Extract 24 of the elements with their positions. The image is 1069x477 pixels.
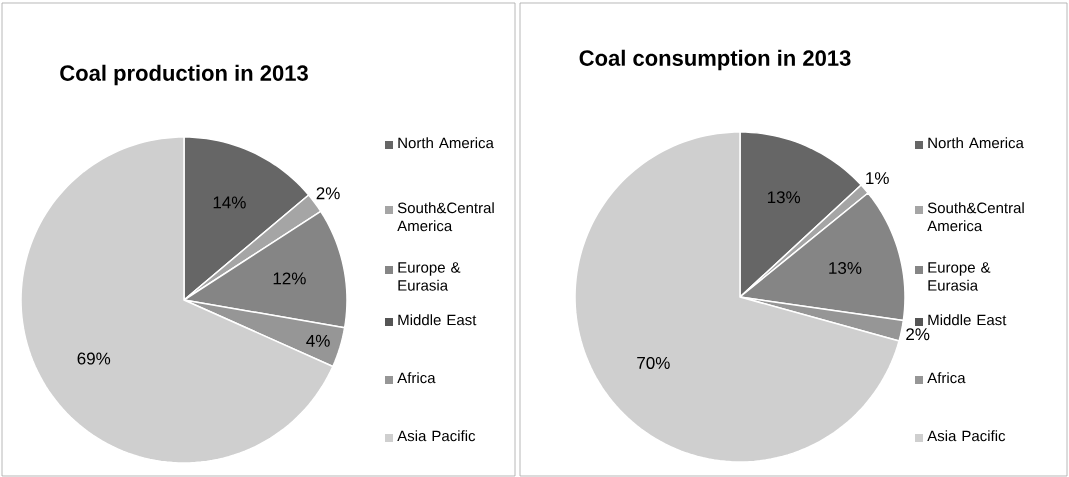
data-label: 2% — [906, 328, 930, 341]
legend-label: Europe & Eurasia — [928, 262, 991, 291]
chart-title: Coal consumption in 2013 — [579, 49, 851, 71]
legend-label: South&Central America — [927, 202, 1024, 232]
data-label: 4% — [306, 334, 330, 347]
legend-label: South&Central America — [397, 202, 494, 232]
data-label: 14% — [213, 196, 246, 209]
chart-title: Coal production in 2013 — [60, 64, 308, 86]
data-label: 13% — [767, 191, 801, 204]
data-label: 2% — [316, 187, 340, 200]
legend-label: Asia Pacific — [927, 430, 1006, 442]
data-label: 69% — [77, 352, 111, 365]
legend-label: Middle East — [398, 314, 477, 326]
legend-label: North America — [928, 137, 1024, 149]
data-label: 13% — [829, 261, 862, 274]
data-label: 70% — [637, 356, 670, 369]
data-label: 12% — [273, 272, 306, 285]
data-label: 1% — [866, 172, 889, 185]
legend-label: North America — [398, 137, 494, 149]
legend-label: Africa — [927, 372, 966, 384]
legend-label: Europe & Eurasia — [398, 262, 461, 291]
legend-label: Africa — [397, 372, 436, 384]
legend-label: Asia Pacific — [397, 430, 476, 442]
legend-label: Middle East — [928, 314, 1007, 326]
